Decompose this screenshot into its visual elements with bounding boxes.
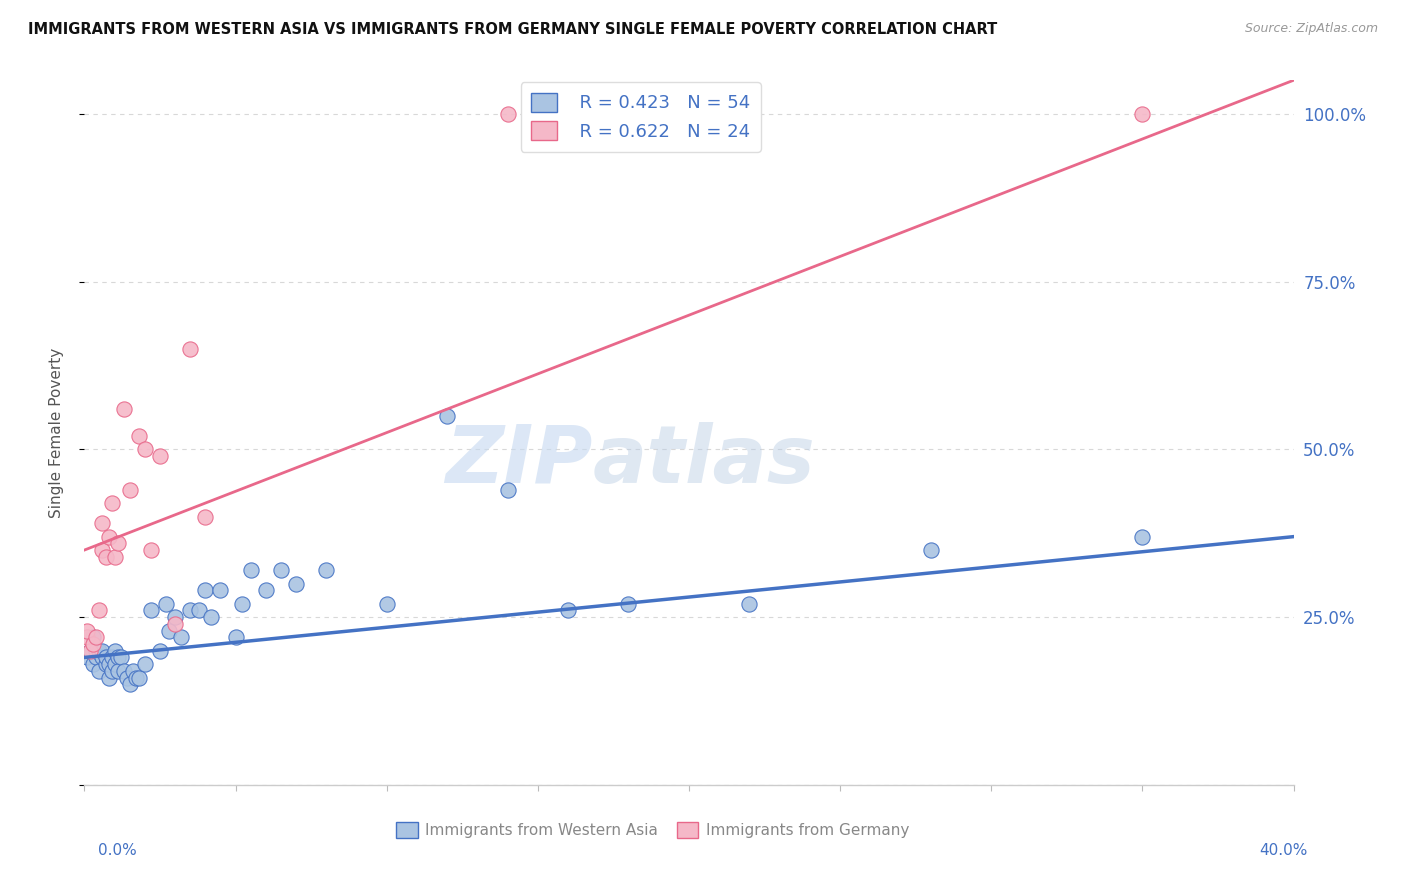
Point: [107, 664, 129, 678]
Point: [165, 616, 187, 631]
Point: [112, 402, 135, 417]
Point: [91, 516, 114, 531]
Point: [188, 603, 211, 617]
Point: [254, 583, 277, 598]
Point: [157, 624, 180, 638]
Point: [91, 543, 114, 558]
Point: [139, 603, 162, 617]
Point: [94, 657, 117, 672]
Point: [496, 107, 519, 121]
Point: [134, 657, 156, 672]
Point: [100, 496, 122, 510]
Point: [107, 536, 129, 550]
Y-axis label: Single Female Poverty: Single Female Poverty: [49, 348, 63, 517]
Point: [121, 664, 143, 678]
Text: ZIP: ZIP: [444, 422, 592, 500]
Point: [179, 342, 201, 356]
Point: [165, 610, 187, 624]
Point: [239, 563, 262, 577]
Point: [79, 644, 101, 658]
Point: [617, 597, 640, 611]
Point: [89, 664, 111, 678]
Point: [97, 671, 120, 685]
Point: [76, 650, 98, 665]
Point: [104, 549, 127, 564]
Text: 40.0%: 40.0%: [1260, 843, 1308, 858]
Point: [115, 671, 138, 685]
Point: [89, 644, 111, 658]
Point: [104, 644, 127, 658]
Point: [209, 583, 232, 598]
Point: [170, 630, 193, 644]
Point: [496, 483, 519, 497]
Point: [200, 610, 222, 624]
Point: [107, 650, 129, 665]
Point: [91, 650, 114, 665]
Text: Source: ZipAtlas.com: Source: ZipAtlas.com: [1244, 22, 1378, 36]
Point: [104, 657, 127, 672]
Point: [139, 543, 162, 558]
Text: atlas: atlas: [592, 422, 815, 500]
Point: [89, 603, 111, 617]
Point: [270, 563, 292, 577]
Point: [128, 671, 150, 685]
Point: [557, 603, 579, 617]
Point: [97, 530, 120, 544]
Point: [125, 671, 148, 685]
Point: [118, 483, 141, 497]
Point: [738, 597, 761, 611]
Point: [82, 657, 104, 672]
Point: [86, 630, 108, 644]
Point: [194, 583, 217, 598]
Point: [79, 644, 101, 658]
Point: [315, 563, 337, 577]
Point: [149, 644, 172, 658]
Point: [231, 597, 253, 611]
Text: 0.0%: 0.0%: [98, 843, 138, 858]
Point: [100, 664, 122, 678]
Point: [179, 603, 201, 617]
Point: [86, 650, 108, 665]
Point: [76, 630, 98, 644]
Point: [149, 449, 172, 463]
Point: [1130, 107, 1153, 121]
Point: [134, 442, 156, 457]
Point: [920, 543, 942, 558]
Point: [375, 597, 398, 611]
Point: [110, 650, 132, 665]
Point: [86, 644, 108, 658]
Legend: Immigrants from Western Asia, Immigrants from Germany: Immigrants from Western Asia, Immigrants…: [391, 816, 915, 844]
Point: [1130, 530, 1153, 544]
Point: [94, 650, 117, 665]
Point: [155, 597, 177, 611]
Text: IMMIGRANTS FROM WESTERN ASIA VS IMMIGRANTS FROM GERMANY SINGLE FEMALE POVERTY CO: IMMIGRANTS FROM WESTERN ASIA VS IMMIGRAN…: [28, 22, 997, 37]
Point: [91, 644, 114, 658]
Point: [128, 429, 150, 443]
Point: [82, 637, 104, 651]
Point: [82, 630, 104, 644]
Point: [76, 624, 98, 638]
Point: [436, 409, 458, 423]
Point: [225, 630, 247, 644]
Point: [194, 509, 217, 524]
Point: [285, 576, 308, 591]
Point: [118, 677, 141, 691]
Point: [100, 650, 122, 665]
Point: [112, 664, 135, 678]
Point: [94, 549, 117, 564]
Point: [97, 657, 120, 672]
